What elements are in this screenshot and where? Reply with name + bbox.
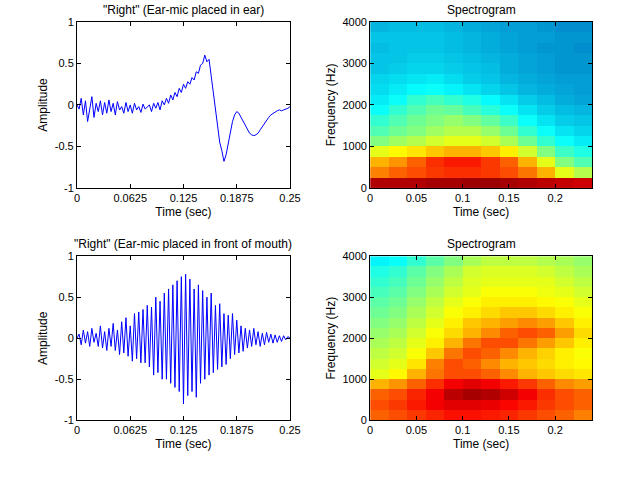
svg-text:0.1875: 0.1875 — [220, 192, 254, 204]
svg-text:4000: 4000 — [342, 250, 366, 262]
svg-text:0.15: 0.15 — [498, 424, 519, 436]
svg-text:0.1875: 0.1875 — [220, 424, 254, 436]
svg-text:-0.5: -0.5 — [55, 373, 74, 385]
svg-text:0: 0 — [361, 182, 367, 194]
svg-text:0: 0 — [367, 424, 373, 436]
svg-text:Spectrogram: Spectrogram — [447, 237, 516, 251]
svg-text:0.1: 0.1 — [455, 424, 470, 436]
svg-text:2000: 2000 — [342, 99, 366, 111]
svg-text:2000: 2000 — [342, 332, 366, 344]
svg-text:0.1: 0.1 — [455, 192, 470, 204]
svg-text:0.125: 0.125 — [170, 192, 198, 204]
svg-text:0.25: 0.25 — [279, 192, 300, 204]
svg-text:Time (sec): Time (sec) — [155, 437, 211, 451]
svg-text:0: 0 — [68, 332, 74, 344]
svg-text:Time (sec): Time (sec) — [155, 205, 211, 219]
svg-text:0: 0 — [361, 414, 367, 426]
svg-text:0: 0 — [74, 424, 80, 436]
svg-text:1: 1 — [68, 16, 74, 28]
svg-text:0: 0 — [68, 99, 74, 111]
svg-text:0.0625: 0.0625 — [113, 192, 147, 204]
svg-text:0.15: 0.15 — [498, 192, 519, 204]
svg-text:3000: 3000 — [342, 57, 366, 69]
svg-text:0: 0 — [74, 192, 80, 204]
svg-text:Amplitude: Amplitude — [36, 78, 50, 132]
svg-text:0.125: 0.125 — [170, 424, 198, 436]
svg-text:0.05: 0.05 — [406, 424, 427, 436]
svg-text:1: 1 — [68, 250, 74, 262]
svg-text:0.2: 0.2 — [547, 424, 562, 436]
svg-text:Amplitude: Amplitude — [36, 311, 50, 365]
svg-text:0.0625: 0.0625 — [113, 424, 147, 436]
svg-text:Frequency (Hz): Frequency (Hz) — [324, 297, 338, 380]
svg-text:1000: 1000 — [342, 140, 366, 152]
svg-text:Spectrogram: Spectrogram — [447, 3, 516, 17]
svg-text:Frequency (Hz): Frequency (Hz) — [324, 64, 338, 147]
svg-text:"Right" (Ear-mic placed in fro: "Right" (Ear-mic placed in front of mout… — [74, 237, 292, 251]
svg-text:0.5: 0.5 — [58, 57, 73, 69]
svg-text:0.25: 0.25 — [279, 424, 300, 436]
svg-text:"Right" (Ear-mic placed in ear: "Right" (Ear-mic placed in ear) — [103, 3, 264, 17]
svg-text:3000: 3000 — [342, 291, 366, 303]
svg-text:0: 0 — [367, 192, 373, 204]
svg-text:-0.5: -0.5 — [55, 140, 74, 152]
svg-text:-1: -1 — [64, 182, 74, 194]
svg-text:1000: 1000 — [342, 373, 366, 385]
svg-text:4000: 4000 — [342, 16, 366, 28]
svg-text:0.5: 0.5 — [58, 291, 73, 303]
svg-text:-1: -1 — [64, 414, 74, 426]
svg-text:Time (sec): Time (sec) — [453, 205, 509, 219]
svg-text:Time (sec): Time (sec) — [453, 437, 509, 451]
svg-text:0.05: 0.05 — [406, 192, 427, 204]
svg-text:0.2: 0.2 — [547, 192, 562, 204]
